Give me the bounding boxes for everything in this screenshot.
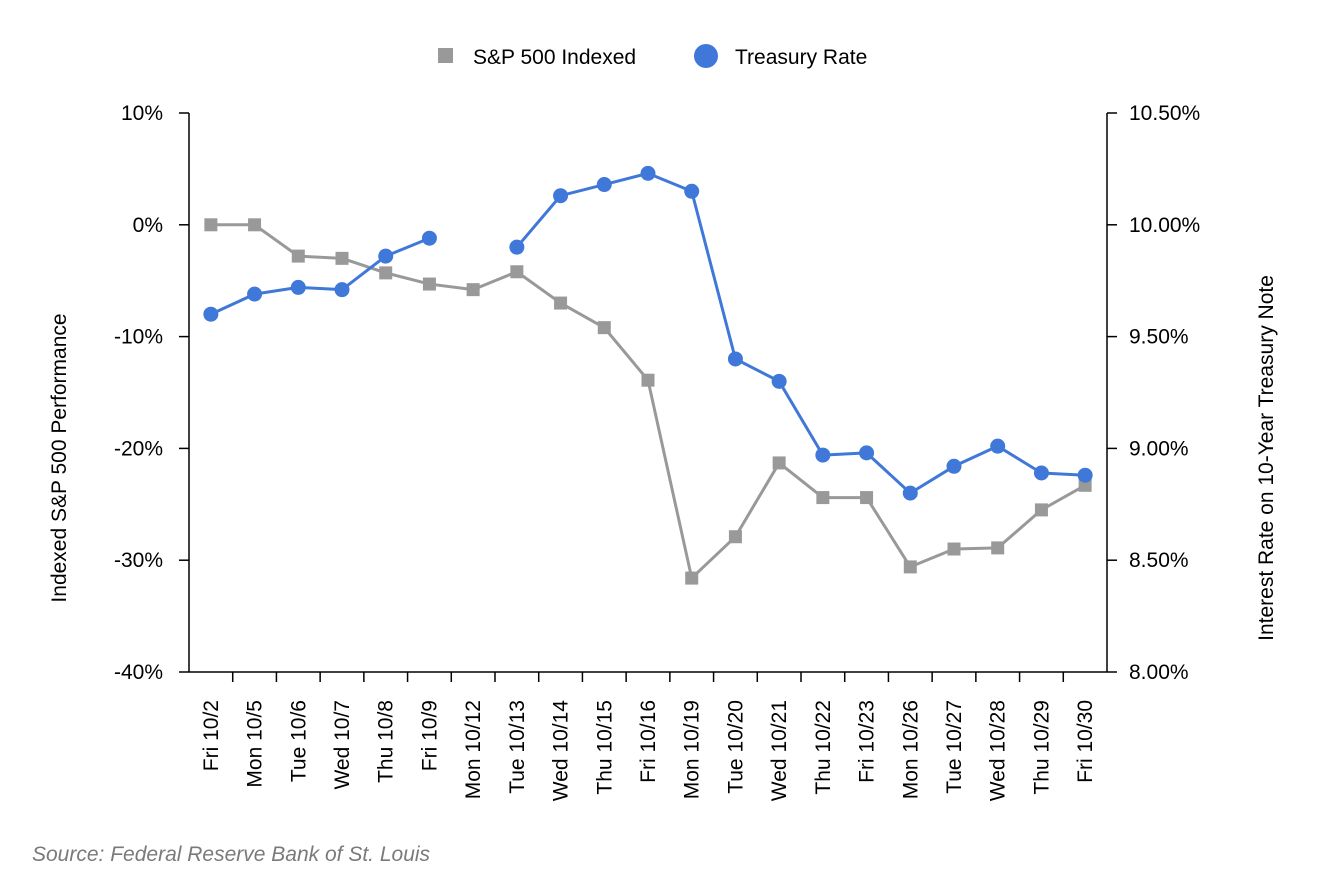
x-tick-label: Tue 10/13 bbox=[506, 700, 529, 794]
left-tick-label: -10% bbox=[114, 326, 163, 349]
left-axis: 10% 0% -10% -20% -30% -40% bbox=[114, 102, 190, 684]
data-point bbox=[247, 286, 263, 302]
source-note: Source: Federal Reserve Bank of St. Loui… bbox=[32, 843, 431, 866]
data-point bbox=[772, 456, 786, 470]
legend-marker-circle bbox=[694, 44, 718, 68]
data-point bbox=[510, 265, 524, 279]
x-tick-label: Fri 10/2 bbox=[200, 700, 223, 771]
data-point bbox=[378, 248, 394, 264]
data-point bbox=[903, 560, 917, 574]
legend-marker-square bbox=[438, 48, 453, 63]
series-line bbox=[515, 171, 1086, 495]
legend-label: Treasury Rate bbox=[735, 46, 867, 69]
data-point bbox=[860, 491, 874, 505]
legend-label: S&P 500 Indexed bbox=[473, 46, 636, 69]
left-tick-label: -20% bbox=[114, 437, 163, 460]
data-point bbox=[947, 542, 961, 556]
right-tick-label: 8.00% bbox=[1129, 661, 1189, 684]
left-tick-label: 10% bbox=[121, 102, 163, 125]
data-point bbox=[815, 447, 831, 463]
data-point bbox=[553, 188, 569, 204]
data-point bbox=[290, 279, 306, 295]
right-tick-label: 9.50% bbox=[1129, 326, 1189, 349]
data-point bbox=[640, 165, 656, 181]
x-tick-label: Thu 10/22 bbox=[812, 700, 835, 795]
left-tick-label: -30% bbox=[114, 549, 163, 572]
data-point bbox=[684, 183, 700, 199]
data-point bbox=[554, 296, 568, 310]
x-tick-label: Tue 10/6 bbox=[287, 700, 310, 782]
data-point bbox=[204, 218, 218, 232]
x-tick-label: Wed 10/14 bbox=[550, 700, 573, 802]
data-point bbox=[509, 239, 525, 255]
data-point bbox=[291, 249, 305, 263]
left-tick-label: -40% bbox=[114, 661, 163, 684]
data-point bbox=[727, 351, 743, 367]
data-point bbox=[334, 282, 350, 298]
x-tick-label: Fri 10/9 bbox=[418, 700, 441, 771]
x-tick-label: Tue 10/20 bbox=[724, 700, 747, 794]
data-point bbox=[771, 373, 787, 389]
y-left-axis-label: Indexed S&P 500 Performance bbox=[48, 313, 71, 602]
data-point bbox=[946, 458, 962, 474]
x-tick-label: Mon 10/26 bbox=[899, 700, 922, 799]
series-2 bbox=[203, 165, 1093, 501]
x-tick-label: Thu 10/15 bbox=[593, 700, 616, 795]
data-point bbox=[1078, 478, 1092, 492]
data-point bbox=[596, 177, 612, 193]
x-tick-label: Thu 10/29 bbox=[1030, 700, 1053, 795]
data-point bbox=[685, 571, 699, 585]
x-tick-label: Mon 10/12 bbox=[462, 700, 485, 799]
data-point bbox=[1077, 467, 1093, 483]
data-point bbox=[421, 230, 437, 246]
x-axis: Fri 10/2 Mon 10/5 Tue 10/6 Wed 10/7 Thu 10/8… bbox=[189, 671, 1107, 802]
x-tick-label: Wed 10/21 bbox=[768, 700, 791, 801]
data-point bbox=[335, 251, 349, 265]
data-point bbox=[991, 541, 1005, 555]
x-tick-label: Thu 10/8 bbox=[375, 700, 398, 783]
data-point bbox=[990, 438, 1006, 454]
data-point bbox=[422, 277, 436, 291]
data-point bbox=[597, 321, 611, 335]
data-point bbox=[379, 266, 393, 280]
data-point bbox=[816, 491, 830, 505]
data-point bbox=[248, 218, 262, 232]
data-point bbox=[641, 373, 655, 387]
data-point bbox=[1033, 465, 1049, 481]
series-line bbox=[210, 223, 1086, 580]
data-point bbox=[902, 485, 918, 501]
x-tick-label: Fri 10/23 bbox=[856, 700, 879, 783]
series-layer bbox=[203, 165, 1093, 585]
x-tick-label: Wed 10/7 bbox=[331, 700, 354, 790]
data-point bbox=[1034, 503, 1048, 517]
data-point bbox=[859, 445, 875, 461]
x-tick-label: Fri 10/16 bbox=[637, 700, 660, 783]
data-point bbox=[203, 306, 219, 322]
series-1 bbox=[204, 218, 1092, 585]
right-tick-label: 9.00% bbox=[1129, 437, 1189, 460]
right-tick-label: 10.00% bbox=[1129, 214, 1200, 237]
x-tick-label: Mon 10/19 bbox=[681, 700, 704, 799]
right-tick-label: 10.50% bbox=[1129, 102, 1200, 125]
data-point bbox=[466, 283, 480, 297]
y-right-axis-label: Interest Rate on 10-Year Treasury Note bbox=[1255, 275, 1278, 641]
legend: S&P 500 Indexed Treasury Rate bbox=[438, 44, 867, 69]
right-axis: 10.50% 10.00% 9.50% 9.00% 8.50% 8.00% bbox=[1106, 102, 1200, 684]
right-tick-label: 8.50% bbox=[1129, 549, 1189, 572]
x-tick-label: Tue 10/27 bbox=[943, 700, 966, 794]
x-tick-label: Fri 10/30 bbox=[1074, 700, 1097, 783]
x-tick-label: Wed 10/28 bbox=[987, 700, 1010, 801]
data-point bbox=[728, 530, 742, 544]
x-tick-label: Mon 10/5 bbox=[244, 700, 267, 788]
series-line bbox=[210, 236, 430, 316]
left-tick-label: 0% bbox=[133, 214, 163, 237]
